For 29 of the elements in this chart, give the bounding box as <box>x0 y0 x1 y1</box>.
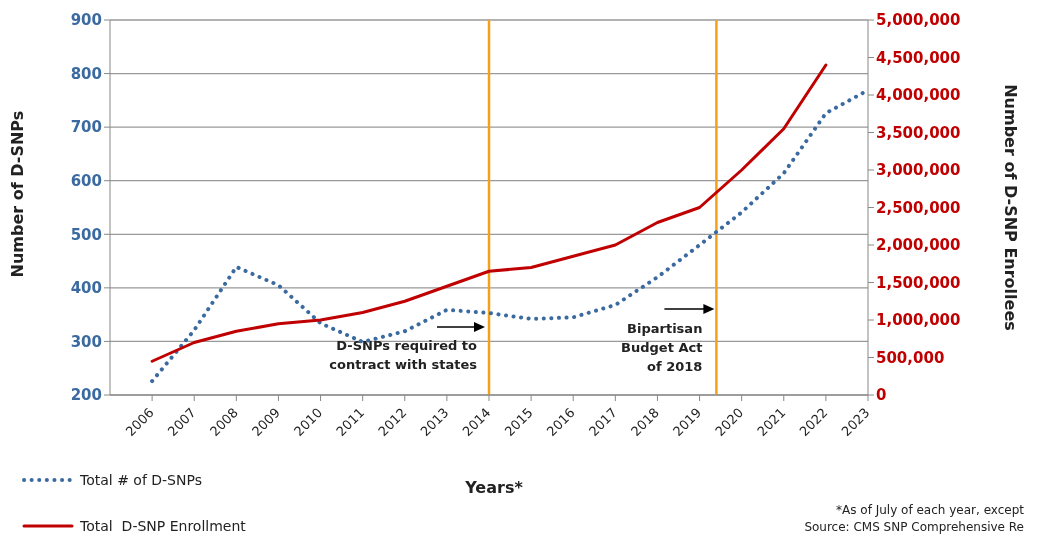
y2-axis-title: Number of D-SNP Enrollees <box>1001 84 1021 331</box>
y2-tick-label: 1,000,000 <box>876 311 961 330</box>
y-tick-label: 400 <box>70 279 102 298</box>
y-tick-label: 300 <box>70 332 102 351</box>
ref-line-label: D-SNPs required to contract with states <box>329 338 478 372</box>
y2-tick-label: 3,000,000 <box>876 161 961 180</box>
source-note: Source: CMS SNP Comprehensive Re <box>804 519 1024 536</box>
y-tick-label: 200 <box>70 386 102 405</box>
x-axis-title: Years* <box>465 478 523 497</box>
ref-line-label: Bipartisan Budget Act of 2018 <box>621 321 703 374</box>
line-series <box>150 88 868 384</box>
y2-tick-label: 2,000,000 <box>876 236 961 255</box>
y-tick-label: 500 <box>70 225 102 244</box>
y2-tick-label: 5,000,000 <box>876 11 961 30</box>
y2-tick-label: 4,500,000 <box>876 48 961 67</box>
y-tick-label: 900 <box>70 11 102 30</box>
y2-tick-label: 500,000 <box>876 348 945 367</box>
y-tick-label: 800 <box>70 64 102 83</box>
y2-tick-label: 4,000,000 <box>876 86 961 105</box>
y2-tick-label: 2,500,000 <box>876 198 961 217</box>
y2-tick-label: 0 <box>876 386 887 405</box>
y-tick-label: 700 <box>70 118 102 137</box>
legend-label: Total D-SNP Enrollment <box>80 518 246 534</box>
legend-label: Total # of D-SNPs <box>80 472 202 488</box>
y-axis-title: Number of D-SNPs <box>7 110 27 278</box>
y2-tick-label: 1,500,000 <box>876 273 961 292</box>
y2-tick-label: 3,500,000 <box>876 123 961 142</box>
y-tick-label: 600 <box>70 172 102 191</box>
text: *As of July of each year, except <box>835 502 1024 519</box>
